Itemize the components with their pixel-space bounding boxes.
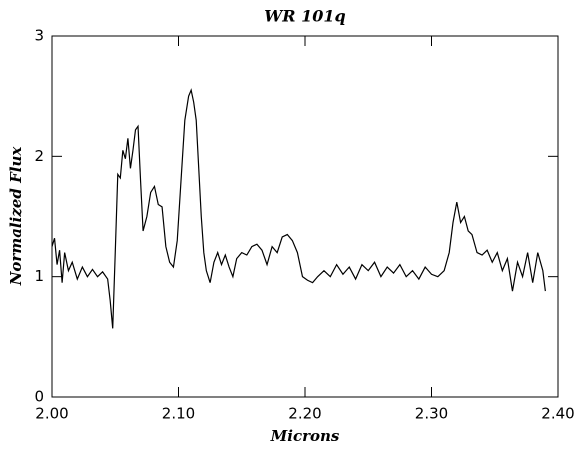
chart-title: WR 101q [264, 7, 345, 26]
x-axis-label: Microns [270, 427, 340, 445]
plot-frame [51, 35, 559, 398]
x-tick-label: 2.10 [162, 405, 195, 423]
y-tick-label: 2 [34, 147, 44, 165]
x-tick-label: 2.30 [415, 405, 448, 423]
spectrum-line [51, 88, 546, 329]
x-tick-label: 2.00 [35, 405, 68, 423]
y-tick-label: 3 [34, 27, 44, 45]
y-tick-label: 0 [34, 388, 44, 406]
y-axis-label: Normalized Flux [7, 146, 25, 287]
x-tick-label: 2.20 [288, 405, 321, 423]
x-tick-label: 2.40 [541, 405, 574, 423]
y-tick-label: 1 [34, 267, 44, 285]
